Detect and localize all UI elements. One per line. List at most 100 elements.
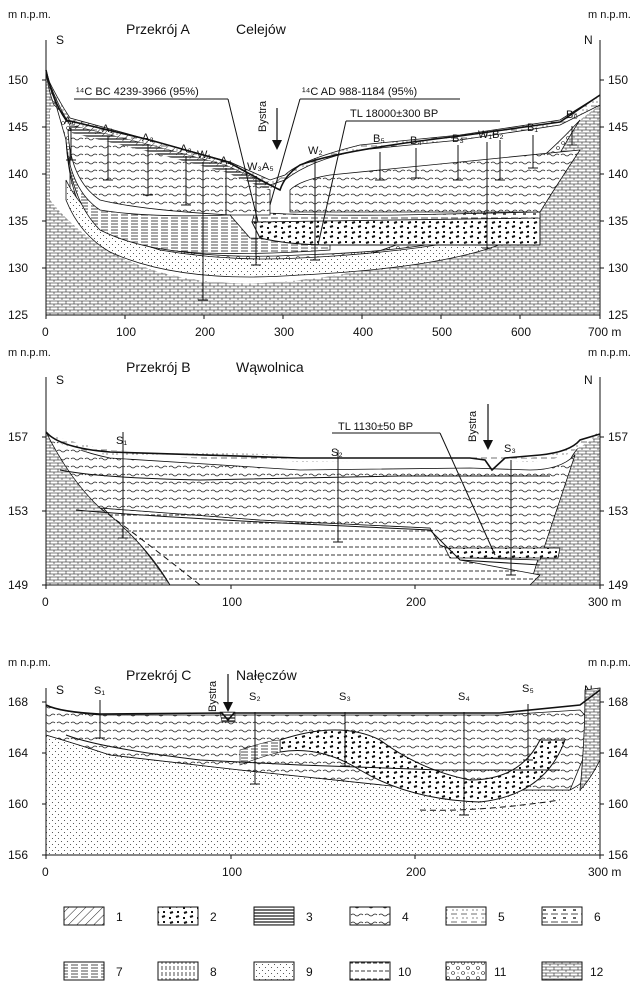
left-unit-c: m n.p.m. [8,657,51,669]
dating-2-a: ¹⁴C AD 988-1184 (95%) [302,86,417,98]
svg-text:S₂: S₂ [249,691,261,703]
north-b: N [584,373,593,387]
layer-7-silt-a [65,139,331,254]
svg-text:S₅: S₅ [522,683,534,695]
svg-text:S₂: S₂ [331,447,343,459]
right-unit-a: m n.p.m. [588,9,631,21]
x-ticks-a: 0 100 200 300 400 500 600 700 m [42,325,621,339]
svg-text:3: 3 [306,910,313,924]
svg-text:10: 10 [398,965,412,979]
axes-c [42,688,604,859]
svg-text:100: 100 [116,325,136,339]
dating-pointer-3-a [317,120,347,246]
svg-text:B₁: B₁ [527,122,538,134]
svg-text:153: 153 [608,504,628,518]
svg-text:A₄: A₄ [220,155,232,167]
right-unit-b: m n.p.m. [588,347,631,359]
x-ticks-b: 0 100 200 300 m [42,595,621,609]
boundary-1-b [59,469,550,481]
svg-text:W₃A₅: W₃A₅ [247,161,274,173]
surface-line-c [45,689,601,722]
section-a: m n.p.m. m n.p.m. S N Przekrój A Celejów [8,9,631,339]
borehole-labels-b: S₁ S₂ S₃ [116,435,516,459]
svg-text:300 m: 300 m [588,865,621,879]
svg-text:300: 300 [274,325,294,339]
svg-text:150: 150 [608,73,628,87]
layer-4-right-a [289,149,581,213]
north-a: N [584,33,593,47]
layer-7-c [239,739,281,766]
svg-text:9: 9 [306,965,313,979]
svg-text:200: 200 [406,595,426,609]
svg-text:8: 8 [210,965,217,979]
svg-text:W₁: W₁ [197,149,211,161]
svg-text:0: 0 [42,865,49,879]
layer-2-b [444,547,561,559]
legend-swatch-1 [63,906,105,926]
title-b: Przekrój B [126,359,191,375]
south-b: S [56,373,64,387]
svg-text:11: 11 [494,965,507,979]
svg-text:300 m: 300 m [588,595,621,609]
svg-text:130: 130 [608,261,628,275]
svg-text:1: 1 [116,910,123,924]
svg-text:5: 5 [498,910,505,924]
svg-text:7: 7 [116,965,123,979]
place-a: Celejów [236,21,287,37]
boundary-2-b [75,509,541,566]
layer-3-colluvium-a [70,125,270,190]
svg-text:600: 600 [511,325,531,339]
svg-text:100: 100 [222,865,242,879]
svg-text:B₀: B₀ [566,109,578,121]
svg-text:A₃: A₃ [180,143,192,155]
svg-text:100: 100 [222,595,242,609]
section-c: m n.p.m. m n.p.m. S N Przekrój C Nałęczó… [8,657,631,879]
svg-text:156: 156 [8,848,28,862]
svg-text:135: 135 [608,214,628,228]
layer-12-right-c [579,687,601,792]
svg-text:A₁: A₁ [102,123,113,135]
svg-text:153: 153 [8,504,28,518]
river-label-a: Bystra [257,100,269,132]
legend-swatch-2 [157,906,199,926]
layer-2-organic-a [251,214,541,246]
dating-1-a: ¹⁴C BC 4239-3966 (95%) [76,86,199,98]
legend [63,906,583,981]
svg-text:B₄: B₄ [410,135,422,147]
svg-text:150: 150 [8,73,28,87]
svg-text:168: 168 [8,695,28,709]
svg-text:S₁: S₁ [94,685,105,697]
svg-text:2: 2 [210,910,217,924]
legend-swatch-5 [445,906,487,926]
dating-b: TL 1130±50 BP [338,421,413,433]
south-a: S [56,33,64,47]
legend-swatch-10 [349,961,391,981]
river-arrowhead-a [272,140,282,150]
svg-text:A₂: A₂ [142,132,154,144]
river-label-c: Bystra [207,680,219,712]
legend-swatch-7 [63,961,105,981]
dating-pointer-b [439,432,496,556]
surface-line-a [45,69,601,192]
axes-a [42,40,604,319]
river-label-b: Bystra [467,410,479,442]
right-unit-c: m n.p.m. [588,657,631,669]
svg-text:B₅: B₅ [373,133,385,145]
svg-text:W₂: W₂ [308,145,323,157]
boundary-3-b [99,507,201,586]
dating-3-a: TL 18000±300 BP [350,108,438,120]
borehole-labels-c: S₁ S₂ S₃ S₄ S₅ [94,683,534,703]
svg-text:149: 149 [608,578,628,592]
legend-swatch-11 [445,961,487,981]
river-arrowhead-c [223,702,233,712]
svg-text:0: 0 [42,595,49,609]
legend-swatch-3 [253,906,295,926]
title-a: Przekrój A [126,21,190,37]
left-unit-b: m n.p.m. [8,347,51,359]
svg-text:145: 145 [8,120,28,134]
legend-swatch-9 [253,961,295,981]
legend-labels: 1 2 3 4 5 6 7 8 9 10 11 12 [116,910,604,979]
svg-text:160: 160 [8,797,28,811]
axes-b [42,377,604,589]
